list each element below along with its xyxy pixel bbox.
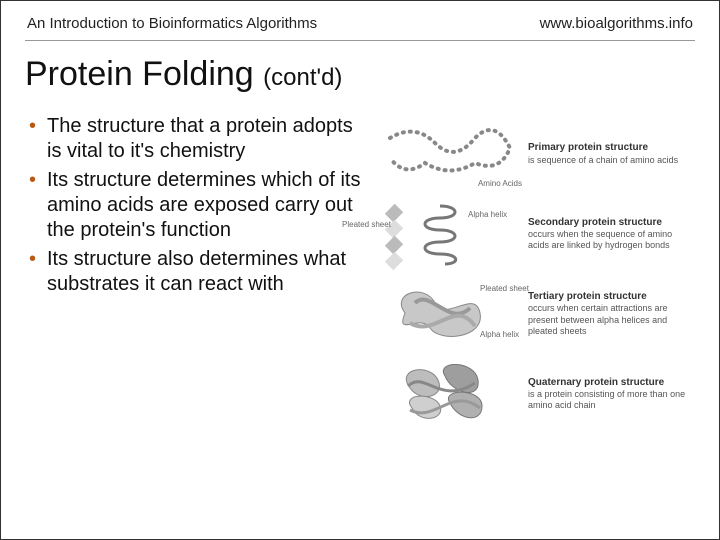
secondary-structure-art: Pleated sheet Alpha helix — [380, 198, 520, 270]
level-desc: is sequence of a chain of amino acids — [528, 155, 695, 166]
level-desc: occurs when the sequence of amino acids … — [528, 229, 695, 252]
header-rule — [25, 40, 695, 41]
header: An Introduction to Bioinformatics Algori… — [25, 15, 695, 38]
protein-structure-figure: Amino Acids Primary protein structure is… — [380, 114, 695, 430]
bullet-item: Its structure also determines what subst… — [25, 247, 370, 297]
level-desc: occurs when certain attractions are pres… — [528, 303, 695, 337]
quaternary-structure-art — [380, 358, 520, 430]
slide-title: Protein Folding (cont'd) — [25, 55, 695, 94]
mini-label: Alpha helix — [480, 330, 519, 339]
title-sub: (cont'd) — [263, 64, 342, 91]
bullet-item: The structure that a protein adopts is v… — [25, 114, 370, 164]
slide: An Introduction to Bioinformatics Algori… — [0, 0, 720, 540]
primary-structure-art: Amino Acids — [380, 118, 520, 190]
mini-label: Pleated sheet — [342, 220, 391, 229]
level-title: Primary protein structure — [528, 142, 695, 155]
figure-level-secondary: Pleated sheet Alpha helix Secondary prot… — [380, 198, 695, 270]
level-labels: Secondary protein structure occurs when … — [528, 217, 695, 252]
title-main: Protein Folding — [25, 55, 263, 93]
mini-label: Pleated sheet — [480, 284, 529, 293]
figure-level-tertiary: Pleated sheet Alpha helix Tertiary prote… — [380, 278, 695, 350]
level-title: Tertiary protein structure — [528, 291, 695, 304]
figure-level-quaternary: Quaternary protein structure is a protei… — [380, 358, 695, 430]
mini-label: Alpha helix — [468, 210, 507, 219]
level-desc: is a protein consisting of more than one… — [528, 389, 695, 412]
bullet-item: Its structure determines which of its am… — [25, 168, 370, 243]
tertiary-structure-art: Pleated sheet Alpha helix — [380, 278, 520, 350]
level-labels: Quaternary protein structure is a protei… — [528, 377, 695, 412]
header-right: www.bioalgorithms.info — [540, 15, 693, 32]
body: The structure that a protein adopts is v… — [25, 114, 695, 430]
mini-label: Amino Acids — [478, 179, 522, 188]
level-title: Quaternary protein structure — [528, 377, 695, 390]
figure-level-primary: Amino Acids Primary protein structure is… — [380, 118, 695, 190]
level-labels: Primary protein structure is sequence of… — [528, 142, 695, 166]
bullet-list: The structure that a protein adopts is v… — [25, 114, 370, 430]
header-left: An Introduction to Bioinformatics Algori… — [27, 15, 317, 32]
level-labels: Tertiary protein structure occurs when c… — [528, 291, 695, 337]
level-title: Secondary protein structure — [528, 217, 695, 230]
